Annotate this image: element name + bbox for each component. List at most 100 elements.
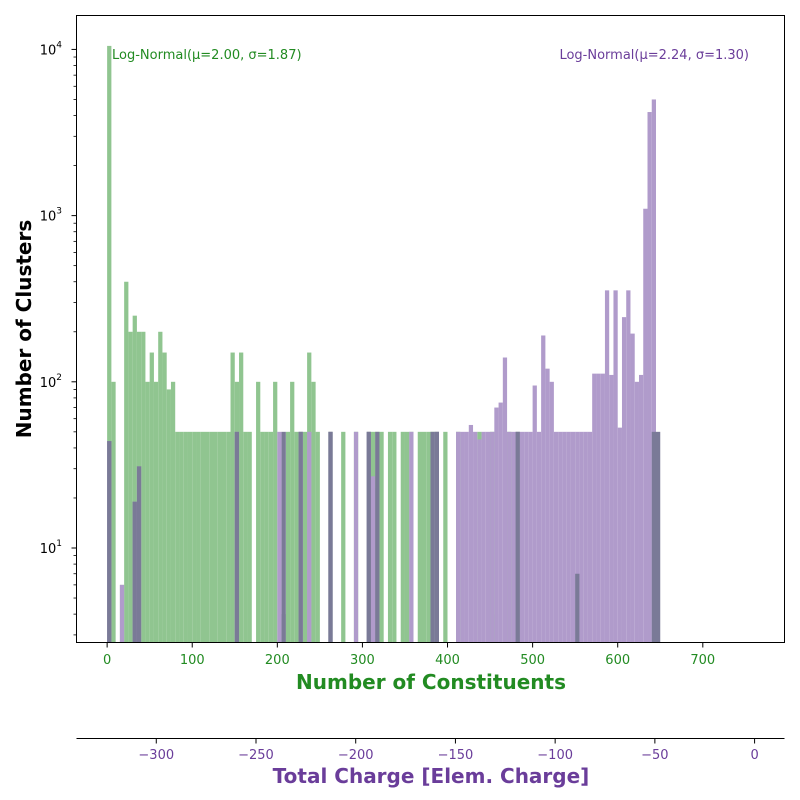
bar-s1-51 xyxy=(609,374,614,643)
x-top-tick-label-6: 600 xyxy=(605,653,630,668)
bar-s1-56 xyxy=(630,333,635,643)
bar-s1-24 xyxy=(494,407,499,643)
x-bottom-tick-label-5: −50 xyxy=(641,748,668,763)
bar-s0-11 xyxy=(158,331,163,643)
bar-s0-48 xyxy=(341,431,346,643)
bar-s0-43 xyxy=(302,431,308,643)
bar-s2-0 xyxy=(107,441,112,643)
bar-s0-28 xyxy=(230,352,235,643)
bar-s1-55 xyxy=(626,290,631,643)
plot-frame xyxy=(76,15,785,643)
bar-s1-52 xyxy=(613,290,618,643)
x-top-tick-label-1: 100 xyxy=(180,653,205,668)
bar-s1-50 xyxy=(604,290,610,643)
bar-s0-59 xyxy=(417,431,422,643)
bar-s1-26 xyxy=(502,357,508,643)
bar-s1-37 xyxy=(549,381,554,643)
bar-s0-64 xyxy=(443,431,448,643)
x-axis-title-constituents: Number of Constituents xyxy=(296,670,566,694)
x-axis-title-charge: Total Charge [Elem. Charge] xyxy=(273,764,590,788)
bar-s1-42 xyxy=(570,431,576,643)
bar-s0-41 xyxy=(294,431,299,643)
y-tick-label-0: 101 xyxy=(40,539,62,557)
bar-s0-56 xyxy=(400,431,405,643)
bar-s1-13 xyxy=(409,431,414,643)
bar-s1-1 xyxy=(119,584,125,643)
histogram-bars xyxy=(107,45,661,643)
bar-s1-61 xyxy=(651,99,656,643)
x-top-tick-label-0: 0 xyxy=(103,653,111,668)
bar-s1-49 xyxy=(600,373,605,643)
annotation-green: Log-Normal(μ=2.00, σ=1.87) xyxy=(112,48,302,63)
bar-s1-9 xyxy=(353,431,359,643)
bar-s0-45 xyxy=(311,381,316,643)
bar-s1-31 xyxy=(524,431,529,643)
bar-s0-20 xyxy=(196,431,201,643)
bar-s1-48 xyxy=(596,373,601,643)
y-tick-label-2: 103 xyxy=(40,207,62,225)
bar-s2-14 xyxy=(656,431,661,643)
y-tick-label-1: 102 xyxy=(40,373,62,391)
bar-s0-3 xyxy=(124,281,129,643)
bar-s1-34 xyxy=(536,431,542,643)
bar-s0-53 xyxy=(379,431,384,643)
bar-s0-36 xyxy=(268,431,274,643)
bar-s2-9 xyxy=(430,431,435,643)
bar-s0-0 xyxy=(107,45,112,643)
bar-s0-61 xyxy=(426,431,431,643)
x-bottom-tick-label-4: −100 xyxy=(537,748,573,763)
bar-s0-5 xyxy=(132,315,137,643)
bar-s1-25 xyxy=(498,402,503,643)
bar-s2-6 xyxy=(328,431,333,643)
bar-s1-27 xyxy=(507,431,512,643)
bar-s1-44 xyxy=(579,431,584,643)
bar-s1-54 xyxy=(621,317,627,643)
bar-s2-2 xyxy=(136,466,142,643)
bar-s0-9 xyxy=(149,352,154,643)
bar-s2-12 xyxy=(575,573,580,643)
bar-s0-21 xyxy=(200,431,205,643)
bar-s1-11 xyxy=(370,476,376,643)
bar-s0-4 xyxy=(128,331,133,643)
bar-s0-1 xyxy=(111,381,116,643)
bar-s0-32 xyxy=(247,431,252,643)
bar-s1-35 xyxy=(541,335,546,643)
bar-s0-39 xyxy=(285,431,291,643)
bar-s0-8 xyxy=(145,381,150,643)
bar-s2-5 xyxy=(298,431,303,643)
bar-s1-36 xyxy=(545,368,550,643)
x-top-tick-label-4: 400 xyxy=(435,653,460,668)
bar-s1-28 xyxy=(511,431,516,643)
x-top-tick-label-3: 300 xyxy=(350,653,375,668)
bar-s0-15 xyxy=(175,431,180,643)
bar-s1-15 xyxy=(456,431,461,643)
bar-s0-55 xyxy=(392,431,397,643)
y-tick-label-3: 104 xyxy=(40,40,63,58)
bar-s1-43 xyxy=(575,431,580,643)
bar-s1-7 xyxy=(307,431,312,643)
bar-s0-60 xyxy=(421,431,427,643)
bar-s0-7 xyxy=(141,331,146,643)
bar-s2-1 xyxy=(132,501,137,643)
bar-s0-26 xyxy=(222,431,227,643)
bar-s1-41 xyxy=(566,431,571,643)
bar-s1-57 xyxy=(634,381,639,643)
x-top-tick-label-2: 200 xyxy=(265,653,290,668)
bar-s1-59 xyxy=(643,208,648,643)
x-bottom-tick-label-6: 0 xyxy=(750,748,758,763)
y-axis-title: Number of Clusters xyxy=(12,220,36,439)
bar-s1-20 xyxy=(477,439,482,643)
bar-s1-30 xyxy=(519,431,525,643)
bar-s1-39 xyxy=(558,431,563,643)
bar-s0-22 xyxy=(205,431,210,643)
bar-s0-23 xyxy=(209,431,214,643)
x-bottom-tick-label-3: −150 xyxy=(438,748,474,763)
bar-s1-60 xyxy=(647,112,652,643)
bar-s0-18 xyxy=(187,431,193,643)
bar-s2-7 xyxy=(366,431,371,643)
bar-s1-18 xyxy=(468,424,474,643)
bar-s2-4 xyxy=(281,431,286,643)
x-bottom-tick-label-0: −300 xyxy=(138,748,174,763)
bar-s0-33 xyxy=(256,381,261,643)
